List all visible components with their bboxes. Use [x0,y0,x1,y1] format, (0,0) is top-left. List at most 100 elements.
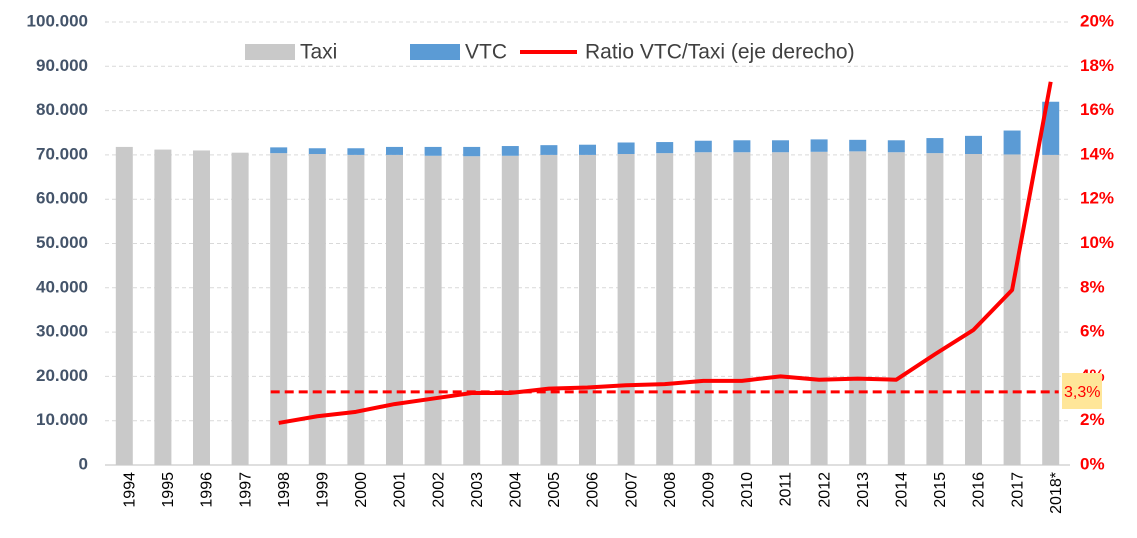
bar [1003,154,1021,465]
bar [887,140,905,153]
x-tick-label: 2005 [546,472,563,508]
y-tick-label: 100.000 [27,11,88,30]
x-tick-label: 2000 [353,472,370,508]
bar [347,148,365,155]
x-tick-label: 2010 [739,472,756,508]
legend-label: VTC [465,41,507,64]
x-tick-label: 1997 [237,472,254,508]
bar [463,146,481,157]
bar [810,151,828,465]
y2-tick-label: 6% [1080,322,1105,341]
bar [887,152,905,465]
x-tick-label: 2013 [855,472,872,508]
bar [849,151,867,465]
x-tick-label: 2001 [392,472,409,508]
y-tick-label: 60.000 [36,189,88,208]
y-tick-label: 50.000 [36,233,88,252]
y-tick-label: 30.000 [36,322,88,341]
bar [270,153,288,466]
bar [579,144,596,155]
bar [849,139,867,152]
x-tick-label: 2015 [932,472,949,508]
bar [540,154,558,465]
x-tick-label: 1999 [315,472,332,508]
x-tick-label: 2011 [778,472,795,507]
y-tick-label: 70.000 [36,144,88,163]
bar [115,146,133,465]
x-tick-label: 1996 [199,472,216,508]
bar [154,149,172,466]
y-tick-label: 90.000 [36,56,88,75]
bar [308,148,326,155]
x-tick-label: 2004 [508,472,525,508]
x-tick-label: 2002 [430,472,447,508]
bar [501,146,519,156]
x-tick-label: 2014 [894,472,911,508]
bar [733,152,751,465]
legend-label: Ratio VTC/Taxi (eje derecho) [585,41,855,64]
bar [308,154,326,465]
bar [694,140,712,153]
bar [347,154,365,465]
y-tick-label: 80.000 [36,100,88,119]
bar [965,135,982,155]
legend-swatch [245,44,295,60]
x-tick-label: 2016 [971,472,988,508]
y-tick-label: 10.000 [36,410,88,429]
x-tick-label: 1995 [160,472,177,508]
legend-label: Taxi [300,41,337,64]
bar [1042,154,1060,465]
bar [463,156,481,465]
x-tick-label: 1994 [122,472,139,508]
y2-tick-label: 12% [1080,189,1114,208]
y2-tick-label: 2% [1080,410,1105,429]
x-tick-label: 2008 [662,472,679,508]
ratio-line [278,81,1053,425]
bar [386,146,403,155]
bar [926,138,944,154]
bar [1003,130,1021,155]
x-tick-label: 2017 [1009,472,1026,508]
bar [656,142,674,154]
y2-tick-label: 8% [1080,277,1105,296]
y-tick-label: 20.000 [36,366,88,385]
bar [772,152,789,465]
annotation-label: 3,3% [1064,384,1100,401]
bar [926,153,944,466]
x-tick-label: 2007 [623,472,640,508]
bar [579,154,596,465]
x-tick-label: 1998 [276,472,293,508]
y2-tick-label: 18% [1080,56,1114,75]
bar [193,150,210,465]
y2-tick-label: 10% [1080,233,1114,252]
bar [694,152,712,465]
bar [270,147,288,154]
bar [231,152,249,465]
bar [733,140,751,153]
y2-tick-label: 16% [1080,100,1114,119]
bar [540,145,558,155]
bar [617,154,635,465]
x-tick-label: 2003 [469,472,486,508]
bar [965,154,982,465]
bar [617,142,635,155]
bar [386,154,403,465]
bar [501,155,519,465]
y-tick-label: 40.000 [36,277,88,296]
bar [424,155,442,465]
x-tick-label: 2009 [701,472,718,508]
bar [424,146,442,156]
x-tick-label: 2012 [816,472,833,508]
y-tick-label: 0 [79,454,88,473]
legend-swatch [410,44,460,60]
x-tick-label: 2018* [1048,472,1065,514]
annotation-box [1062,373,1102,409]
y2-tick-label: 0% [1080,454,1105,473]
y2-tick-label: 14% [1080,144,1114,163]
bar [810,139,828,152]
bar [656,153,674,466]
x-tick-label: 2006 [585,472,602,508]
y2-tick-label: 20% [1080,11,1114,30]
bar [772,140,789,153]
